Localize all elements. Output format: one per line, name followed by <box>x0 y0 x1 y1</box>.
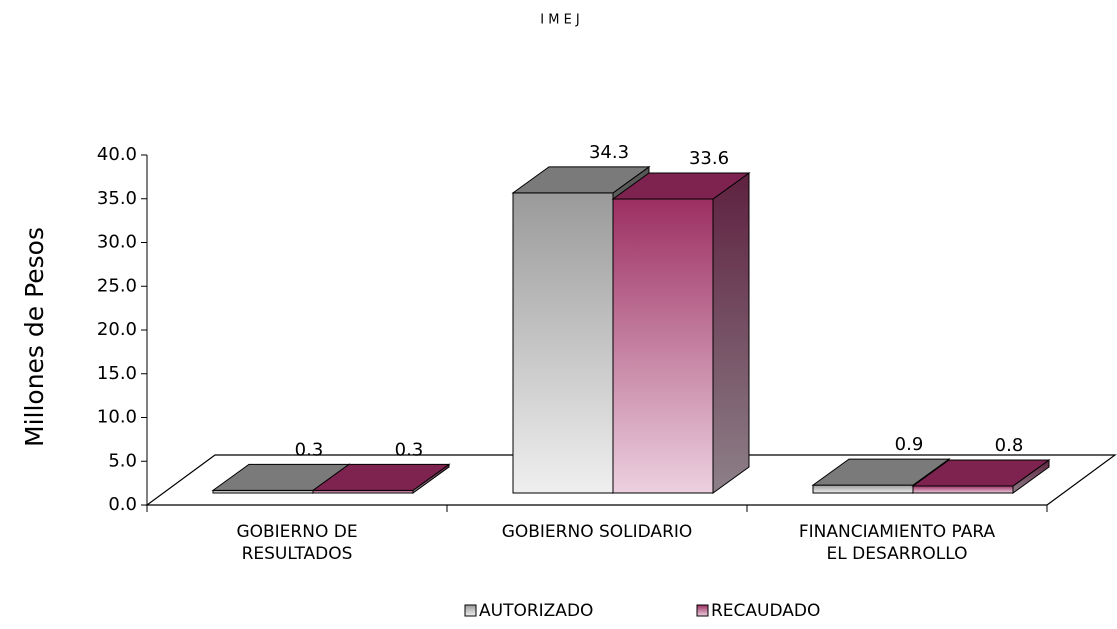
legend-swatch <box>696 604 709 617</box>
bar-top <box>611 172 751 200</box>
value-label: 0.3 <box>395 439 424 460</box>
x-tick-label: EL DESARROLLO <box>827 544 968 564</box>
y-tick-label: 10.0 <box>97 407 137 428</box>
y-tick-label: 35.0 <box>97 188 137 209</box>
y-tick-label: 20.0 <box>97 319 137 340</box>
value-label: 0.9 <box>895 434 924 455</box>
y-tick-label: 40.0 <box>97 144 137 165</box>
bar-top <box>811 458 951 486</box>
value-label: 0.8 <box>995 435 1024 456</box>
bar-top <box>311 463 451 491</box>
legend-swatch <box>464 604 477 617</box>
value-label: 0.3 <box>295 439 324 460</box>
chart-title: I M E J <box>540 13 580 28</box>
legend-label: RECAUDADO <box>711 601 820 621</box>
y-tick-label: 25.0 <box>97 275 137 296</box>
y-axis-label: Millones de Pesos <box>20 227 49 447</box>
x-tick-label: GOBIERNO DE <box>236 522 357 542</box>
y-tick-label: 0.0 <box>108 494 137 515</box>
legend-label: AUTORIZADO <box>479 601 593 621</box>
y-tick-label: 5.0 <box>108 450 137 471</box>
bar <box>512 192 614 494</box>
x-tick-label: GOBIERNO SOLIDARIO <box>502 522 693 542</box>
value-label: 33.6 <box>689 148 729 169</box>
bar-top <box>511 166 651 194</box>
bar-side <box>712 172 750 494</box>
bar-top <box>911 459 1051 487</box>
bar <box>912 485 1014 494</box>
y-tick-label: 15.0 <box>97 363 137 384</box>
value-label: 34.3 <box>589 142 629 163</box>
y-tick-label: 30.0 <box>97 232 137 253</box>
x-tick-label: RESULTADOS <box>242 544 353 564</box>
x-tick-label: FINANCIAMIENTO PARA <box>799 522 996 542</box>
bar <box>812 484 914 494</box>
bar <box>612 198 714 494</box>
